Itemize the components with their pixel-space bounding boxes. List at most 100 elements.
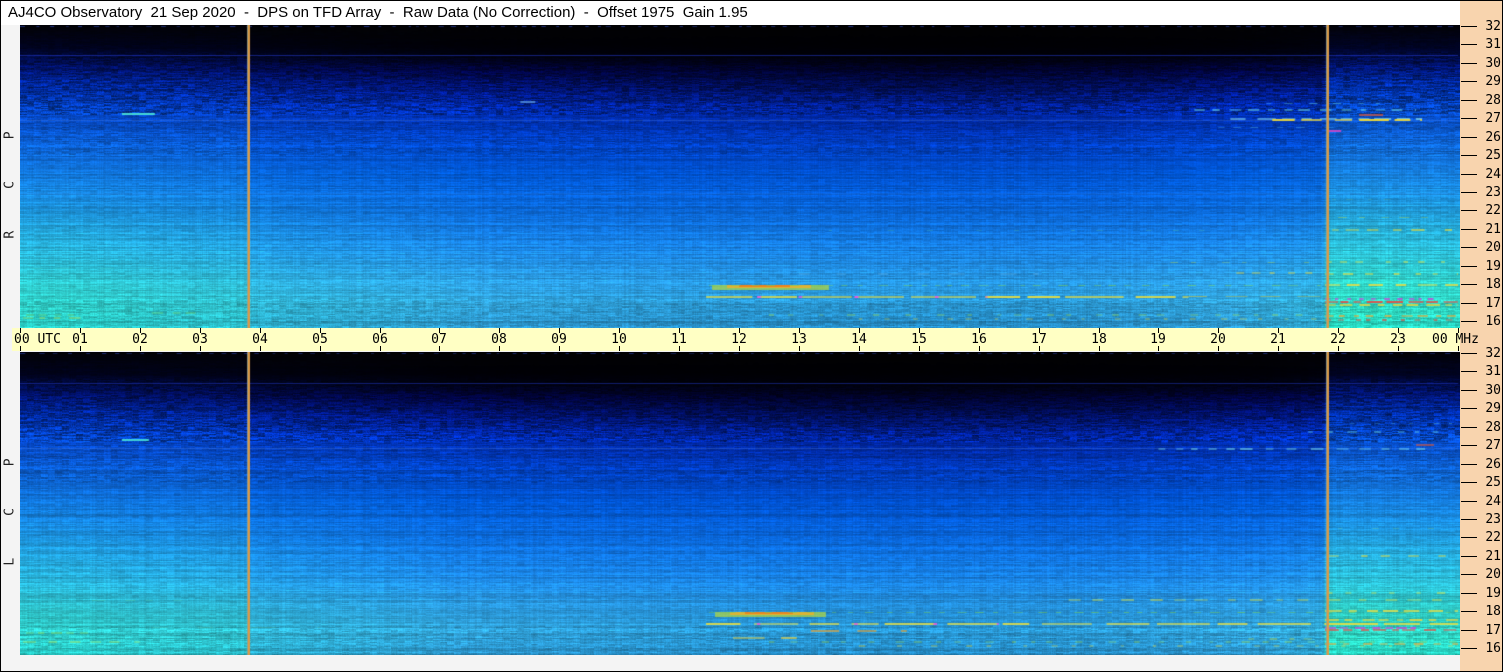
time-tick: [80, 346, 81, 351]
freq-label: 23: [1485, 512, 1501, 527]
freq-tick: [1461, 648, 1477, 649]
rcp-spectrogram-canvas: [20, 25, 1460, 328]
freq-tick: [1461, 81, 1477, 82]
time-tick: [979, 328, 980, 333]
time-tick: [380, 346, 381, 351]
freq-label: 24: [1485, 494, 1501, 509]
freq-label: 16: [1485, 641, 1501, 656]
freq-tick: [1461, 464, 1477, 465]
page-title: AJ4CO Observatory 21 Sep 2020 - DPS on T…: [8, 4, 748, 21]
freq-tick: [1461, 445, 1477, 446]
time-tick: [1039, 328, 1040, 333]
time-label: 04: [252, 332, 268, 347]
freq-label: 19: [1485, 259, 1501, 274]
time-tick: [200, 328, 201, 333]
time-tick: [439, 346, 440, 351]
freq-label: 21: [1485, 222, 1501, 237]
freq-label: 22: [1485, 203, 1501, 218]
time-tick: [140, 346, 141, 351]
time-tick: [1458, 328, 1459, 333]
time-tick: [260, 328, 261, 333]
time-tick: [20, 328, 21, 333]
freq-tick: [1461, 574, 1477, 575]
time-tick: [799, 346, 800, 351]
freq-label: 22: [1485, 530, 1501, 545]
time-tick: [380, 328, 381, 333]
freq-label: 28: [1485, 420, 1501, 435]
time-label: 09: [551, 332, 567, 347]
freq-tick: [1461, 427, 1477, 428]
time-tick: [1398, 346, 1399, 351]
freq-label: 30: [1485, 383, 1501, 398]
time-tick: [799, 328, 800, 333]
time-tick: [1458, 346, 1459, 351]
freq-label: 27: [1485, 111, 1501, 126]
time-label: 21: [1270, 332, 1286, 347]
freq-tick: [1461, 501, 1477, 502]
time-tick: [739, 328, 740, 333]
time-tick: [679, 328, 680, 333]
time-tick: [979, 346, 980, 351]
time-label: 14: [851, 332, 867, 347]
time-label: 05: [312, 332, 328, 347]
freq-label: 26: [1485, 130, 1501, 145]
freq-label: 20: [1485, 567, 1501, 582]
rcp-label: R C P: [3, 114, 19, 239]
time-label: 08: [491, 332, 507, 347]
freq-tick: [1461, 519, 1477, 520]
freq-label: 30: [1485, 56, 1501, 71]
time-label: 13: [791, 332, 807, 347]
freq-label: 29: [1485, 401, 1501, 416]
freq-label: 18: [1485, 277, 1501, 292]
time-label: 16: [971, 332, 987, 347]
lcp-axis-label: L C P: [1, 352, 20, 655]
freq-tick: [1461, 44, 1477, 45]
freq-label: 31: [1485, 364, 1501, 379]
freq-label: 20: [1485, 240, 1501, 255]
time-tick: [919, 328, 920, 333]
time-tick: [559, 328, 560, 333]
freq-tick: [1461, 371, 1477, 372]
time-label: 20: [1210, 332, 1226, 347]
time-tick: [1099, 328, 1100, 333]
time-tick: [619, 328, 620, 333]
lcp-spectrogram-canvas: [20, 352, 1460, 655]
time-tick: [679, 346, 680, 351]
title-bar: AJ4CO Observatory 21 Sep 2020 - DPS on T…: [1, 1, 1460, 25]
freq-tick: [1461, 630, 1477, 631]
frequency-axis-band: [1460, 1, 1502, 671]
time-tick: [140, 328, 141, 333]
time-tick: [1218, 346, 1219, 351]
freq-tick: [1461, 229, 1477, 230]
time-tick: [260, 346, 261, 351]
time-label: 15: [911, 332, 927, 347]
freq-tick: [1461, 100, 1477, 101]
time-tick: [1039, 346, 1040, 351]
time-tick: [1158, 346, 1159, 351]
time-label: 10: [611, 332, 627, 347]
time-tick: [1278, 328, 1279, 333]
freq-label: 23: [1485, 185, 1501, 200]
time-tick: [619, 346, 620, 351]
freq-label: 29: [1485, 74, 1501, 89]
time-label-end: 00 MHz: [1432, 332, 1479, 347]
freq-tick: [1461, 155, 1477, 156]
time-label: 22: [1330, 332, 1346, 347]
time-label: 06: [372, 332, 388, 347]
time-tick: [1218, 328, 1219, 333]
freq-label: 32: [1485, 19, 1501, 34]
time-label: 07: [431, 332, 447, 347]
freq-tick: [1461, 26, 1477, 27]
freq-tick: [1461, 556, 1477, 557]
time-label: 18: [1091, 332, 1107, 347]
time-label: 17: [1031, 332, 1047, 347]
freq-tick: [1461, 408, 1477, 409]
time-label: 02: [132, 332, 148, 347]
freq-label: 18: [1485, 604, 1501, 619]
time-tick: [439, 328, 440, 333]
time-label: 01: [72, 332, 88, 347]
freq-tick: [1461, 353, 1477, 354]
freq-label: 31: [1485, 37, 1501, 52]
time-label: 03: [192, 332, 208, 347]
freq-label: 17: [1485, 623, 1501, 638]
